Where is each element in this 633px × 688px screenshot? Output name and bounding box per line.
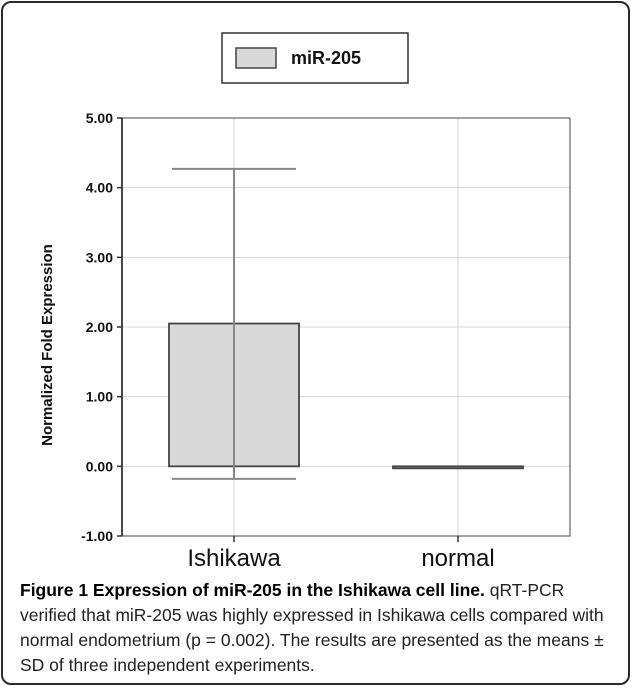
y-tick-label: 0.00: [86, 458, 113, 474]
y-tick-label: 3.00: [86, 249, 113, 265]
x-tick-label: normal: [421, 545, 494, 572]
bar-normal: [393, 466, 523, 468]
y-tick-label: 5.00: [86, 110, 113, 126]
caption-title: Figure 1 Expression of miR-205 in the Is…: [20, 580, 485, 600]
y-axis-label: Normalized Fold Expression: [39, 244, 56, 446]
legend: miR-205: [222, 33, 408, 83]
x-tick-label: Ishikawa: [187, 545, 281, 572]
chart-bars: [169, 324, 523, 469]
y-tick-label: 2.00: [86, 319, 113, 335]
bar-chart: 5.00 4.00 3.00 2.00 1.00 0.00 -1.00 Ishikawa no…: [0, 0, 633, 575]
y-tick-label: -1.00: [81, 528, 113, 544]
y-tick-label: 4.00: [86, 180, 113, 196]
y-tick-label: 1.00: [86, 389, 113, 405]
x-tick-labels: Ishikawa normal: [187, 545, 494, 572]
legend-swatch: [236, 48, 276, 68]
figure-caption: Figure 1 Expression of miR-205 in the Is…: [20, 578, 620, 678]
y-tick-labels: 5.00 4.00 3.00 2.00 1.00 0.00 -1.00: [81, 110, 113, 544]
legend-label: miR-205: [291, 48, 361, 68]
